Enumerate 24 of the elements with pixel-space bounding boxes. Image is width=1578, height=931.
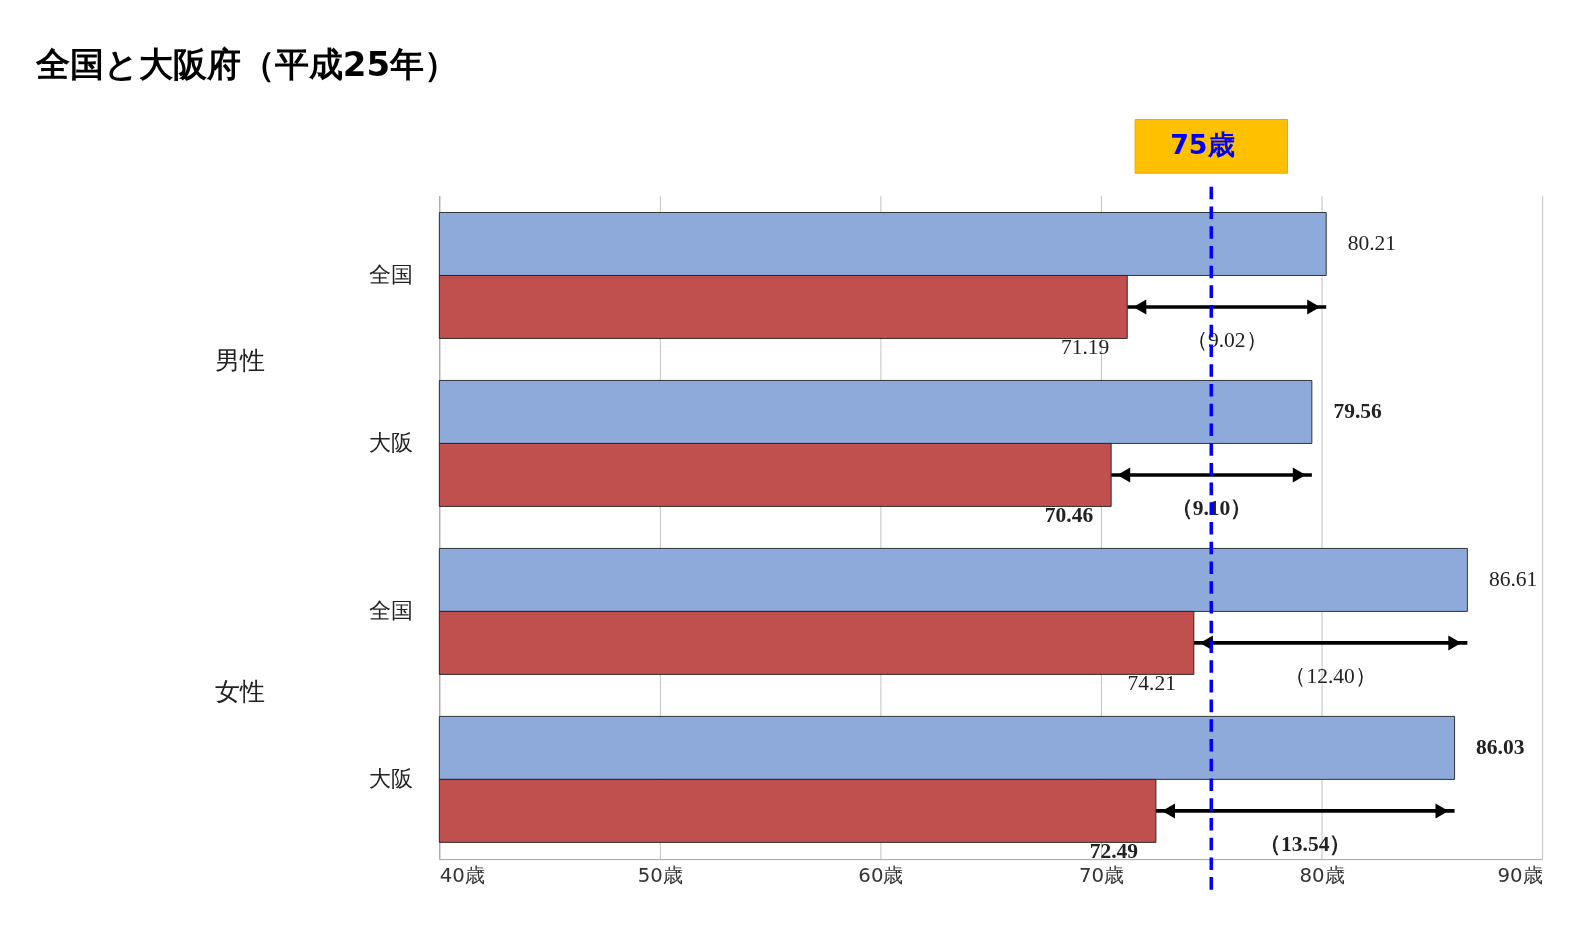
x-tick-label: 50歳 — [637, 864, 683, 888]
y-tick-label: 大阪 — [368, 765, 413, 791]
y-tick-label: 全国 — [368, 261, 413, 287]
y-tick-label: 大阪 — [368, 429, 413, 455]
data-label: 74.21 — [1127, 671, 1176, 696]
data-label: 72.49 — [1089, 839, 1138, 864]
x-tick-label: 40歳 — [439, 864, 485, 888]
annotation: （13.54） — [1259, 832, 1352, 857]
x-tick-label: 80歳 — [1299, 864, 1345, 888]
text: 女性 — [215, 677, 266, 707]
data-label: 86.03 — [1476, 735, 1525, 760]
data-label: 80.21 — [1347, 231, 1397, 256]
x-tick-label: 70歳 — [1078, 864, 1125, 888]
ref-line-label: 75歳 — [1170, 129, 1235, 161]
data-label: 86.61 — [1488, 567, 1538, 592]
text: 男性 — [215, 345, 266, 375]
annotation: （12.40） — [1284, 664, 1377, 689]
data-label: 79.56 — [1333, 399, 1383, 424]
y-tick-label: 全国 — [368, 597, 413, 623]
x-tick-label: 90歳 — [1497, 864, 1543, 888]
chart-title: 全国と大阪府（平成25年） — [34, 44, 459, 84]
data-label: 70.46 — [1044, 503, 1094, 528]
x-tick-label: 60歳 — [858, 864, 904, 888]
data-label: 71.19 — [1060, 335, 1110, 360]
